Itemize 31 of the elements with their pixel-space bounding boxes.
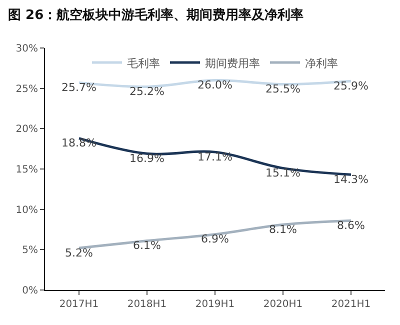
data-label: 6.9% bbox=[201, 232, 229, 246]
x-tick-label: 2021H1 bbox=[331, 299, 371, 310]
y-tick-label: 30% bbox=[16, 44, 38, 54]
data-label: 25.7% bbox=[62, 80, 96, 94]
data-label: 25.5% bbox=[266, 82, 300, 96]
data-label: 16.9% bbox=[130, 152, 164, 165]
data-label: 18.8% bbox=[62, 136, 96, 150]
y-tick-label: 15% bbox=[16, 164, 38, 176]
x-tick-label: 2020H1 bbox=[263, 299, 303, 310]
data-label: 8.1% bbox=[269, 222, 297, 236]
legend-label: 期间费用率 bbox=[205, 56, 260, 70]
legend-label: 毛利率 bbox=[127, 56, 160, 70]
y-tick-label: 0% bbox=[22, 286, 38, 296]
y-tick-label: 20% bbox=[16, 124, 38, 136]
y-tick-label: 10% bbox=[16, 204, 38, 216]
data-label: 8.6% bbox=[337, 218, 365, 232]
y-tick-label: 5% bbox=[22, 245, 38, 256]
legend-label: 净利率 bbox=[305, 56, 338, 70]
data-label: 14.3% bbox=[334, 172, 368, 186]
data-label: 5.2% bbox=[65, 246, 93, 260]
x-tick-label: 2018H1 bbox=[127, 299, 167, 310]
data-label: 6.1% bbox=[133, 239, 161, 252]
data-label: 26.0% bbox=[198, 78, 232, 92]
chart-title: 图 26：航空板块中游毛利率、期间费用率及净利率 bbox=[8, 6, 304, 23]
x-tick-label: 2019H1 bbox=[195, 299, 235, 310]
data-label: 17.1% bbox=[198, 150, 232, 164]
data-label: 25.2% bbox=[130, 84, 164, 98]
data-label: 25.9% bbox=[334, 79, 368, 92]
data-label: 15.1% bbox=[266, 166, 300, 180]
y-tick-label: 25% bbox=[16, 84, 38, 95]
x-tick-label: 2017H1 bbox=[59, 299, 99, 310]
